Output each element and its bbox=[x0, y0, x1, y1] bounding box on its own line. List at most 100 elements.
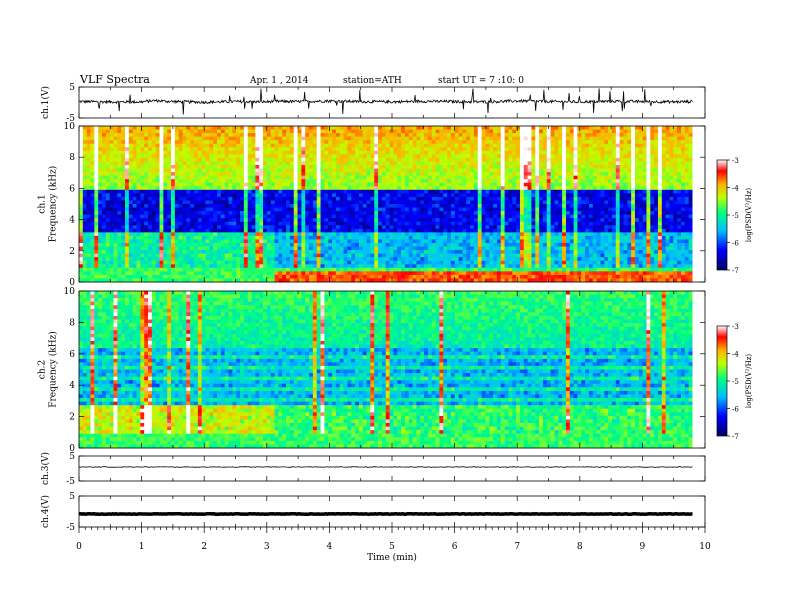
spectrogram-cell bbox=[190, 176, 194, 180]
spectrogram-cell bbox=[405, 200, 409, 204]
spectrogram-cell bbox=[160, 229, 164, 233]
spectrogram-cell bbox=[255, 204, 259, 208]
spectrogram-cell bbox=[600, 137, 604, 141]
spectrogram-cell bbox=[156, 186, 160, 190]
spectrogram-cell bbox=[252, 222, 256, 226]
spectrogram-cell bbox=[347, 172, 351, 176]
spectrogram-cell bbox=[217, 137, 221, 141]
spectrogram-cell bbox=[689, 161, 693, 165]
spectrogram-cell bbox=[501, 222, 505, 226]
spectrogram-cell bbox=[447, 165, 451, 169]
spectrogram-cell bbox=[313, 144, 317, 148]
spectrogram-cell bbox=[171, 154, 175, 158]
spectrogram-cell bbox=[340, 232, 344, 236]
spectrogram-cell bbox=[466, 179, 470, 183]
spectrogram-cell bbox=[543, 179, 547, 183]
spectrogram-cell bbox=[558, 172, 562, 176]
spectrogram-cell bbox=[524, 137, 528, 141]
spectrogram-cell bbox=[217, 211, 221, 215]
spectrogram-cell bbox=[87, 158, 91, 162]
spectrogram-cell bbox=[321, 225, 325, 229]
spectrogram-cell bbox=[577, 169, 581, 173]
spectrogram-cell bbox=[535, 126, 539, 130]
spectrogram-cell bbox=[627, 158, 631, 162]
spectrogram-cell bbox=[627, 151, 631, 155]
spectrogram-cell bbox=[351, 161, 355, 165]
spectrogram-cell bbox=[558, 208, 562, 212]
spectrogram-cell bbox=[236, 204, 240, 208]
spectrogram-cell bbox=[386, 218, 390, 222]
spectrogram-cell bbox=[623, 197, 627, 201]
spectrogram-cell bbox=[140, 179, 144, 183]
spectrogram-cell bbox=[328, 218, 332, 222]
spectrogram-cell bbox=[589, 208, 593, 212]
spectrogram-cell bbox=[137, 225, 141, 229]
spectrogram-cell bbox=[508, 169, 512, 173]
spectrogram-cell bbox=[202, 218, 206, 222]
spectrogram-cell bbox=[133, 154, 137, 158]
spectrogram-cell bbox=[374, 208, 378, 212]
spectrogram-cell bbox=[612, 147, 616, 151]
spectrogram-cell bbox=[689, 130, 693, 134]
spectrogram-cell bbox=[424, 200, 428, 204]
spectrogram-cell bbox=[144, 208, 148, 212]
spectrogram-cell bbox=[183, 137, 187, 141]
spectrogram-cell bbox=[551, 200, 555, 204]
spectrogram-cell bbox=[271, 151, 275, 155]
spectrogram-cell bbox=[328, 176, 332, 180]
spectrogram-cell bbox=[547, 183, 551, 187]
spectrogram-cell bbox=[524, 186, 528, 190]
spectrogram-cell bbox=[221, 204, 225, 208]
spectrogram-cell bbox=[443, 186, 447, 190]
spectrogram-cell bbox=[152, 165, 156, 169]
spectrogram-cell bbox=[355, 197, 359, 201]
spectrogram-cell bbox=[516, 215, 520, 219]
spectrogram-cell bbox=[336, 176, 340, 180]
spectrogram-cell bbox=[669, 211, 673, 215]
spectrogram-cell bbox=[516, 204, 520, 208]
spectrogram-cell bbox=[535, 133, 539, 137]
spectrogram-cell bbox=[581, 232, 585, 236]
spectrogram-cell bbox=[466, 232, 470, 236]
spectrogram-cell bbox=[91, 165, 95, 169]
spectrogram-cell bbox=[646, 208, 650, 212]
spectrogram-cell bbox=[202, 147, 206, 151]
spectrogram-cell bbox=[206, 229, 210, 233]
spectrogram-cell bbox=[179, 215, 183, 219]
spectrogram-cell bbox=[673, 133, 677, 137]
spectrogram-cell bbox=[190, 186, 194, 190]
spectrogram-cell bbox=[432, 211, 436, 215]
spectrogram-cell bbox=[685, 126, 689, 130]
spectrogram-cell bbox=[577, 204, 581, 208]
spectrogram-cell bbox=[152, 130, 156, 134]
spectrogram-cell bbox=[593, 190, 597, 194]
spectrogram-cell bbox=[332, 165, 336, 169]
spectrogram-cell bbox=[677, 193, 681, 197]
spectrogram-cell bbox=[271, 137, 275, 141]
spectrogram-cell bbox=[512, 218, 516, 222]
spectrogram-cell bbox=[497, 183, 501, 187]
spectrogram-cell bbox=[566, 137, 570, 141]
spectrogram-cell bbox=[144, 161, 148, 165]
spectrogram-cell bbox=[401, 232, 405, 236]
spectrogram-cell bbox=[144, 232, 148, 236]
spectrogram-cell bbox=[604, 179, 608, 183]
spectrogram-cell bbox=[305, 144, 309, 148]
spectrogram-cell bbox=[217, 190, 221, 194]
spectrogram-cell bbox=[225, 179, 229, 183]
spectrogram-cell bbox=[505, 176, 509, 180]
spectrogram-cell bbox=[666, 229, 670, 233]
spectrogram-cell bbox=[386, 208, 390, 212]
spectrogram-cell bbox=[485, 193, 489, 197]
spectrogram-cell bbox=[213, 140, 217, 144]
spectrogram-cell bbox=[627, 130, 631, 134]
spectrogram-cell bbox=[83, 200, 87, 204]
spectrogram-cell bbox=[221, 154, 225, 158]
spectrogram-cell bbox=[539, 225, 543, 229]
spectrogram-cell bbox=[347, 215, 351, 219]
spectrogram-cell bbox=[424, 147, 428, 151]
spectrogram-cell bbox=[160, 186, 164, 190]
spectrogram-cell bbox=[459, 151, 463, 155]
spectrogram-cell bbox=[294, 211, 298, 215]
spectrogram-cell bbox=[432, 197, 436, 201]
